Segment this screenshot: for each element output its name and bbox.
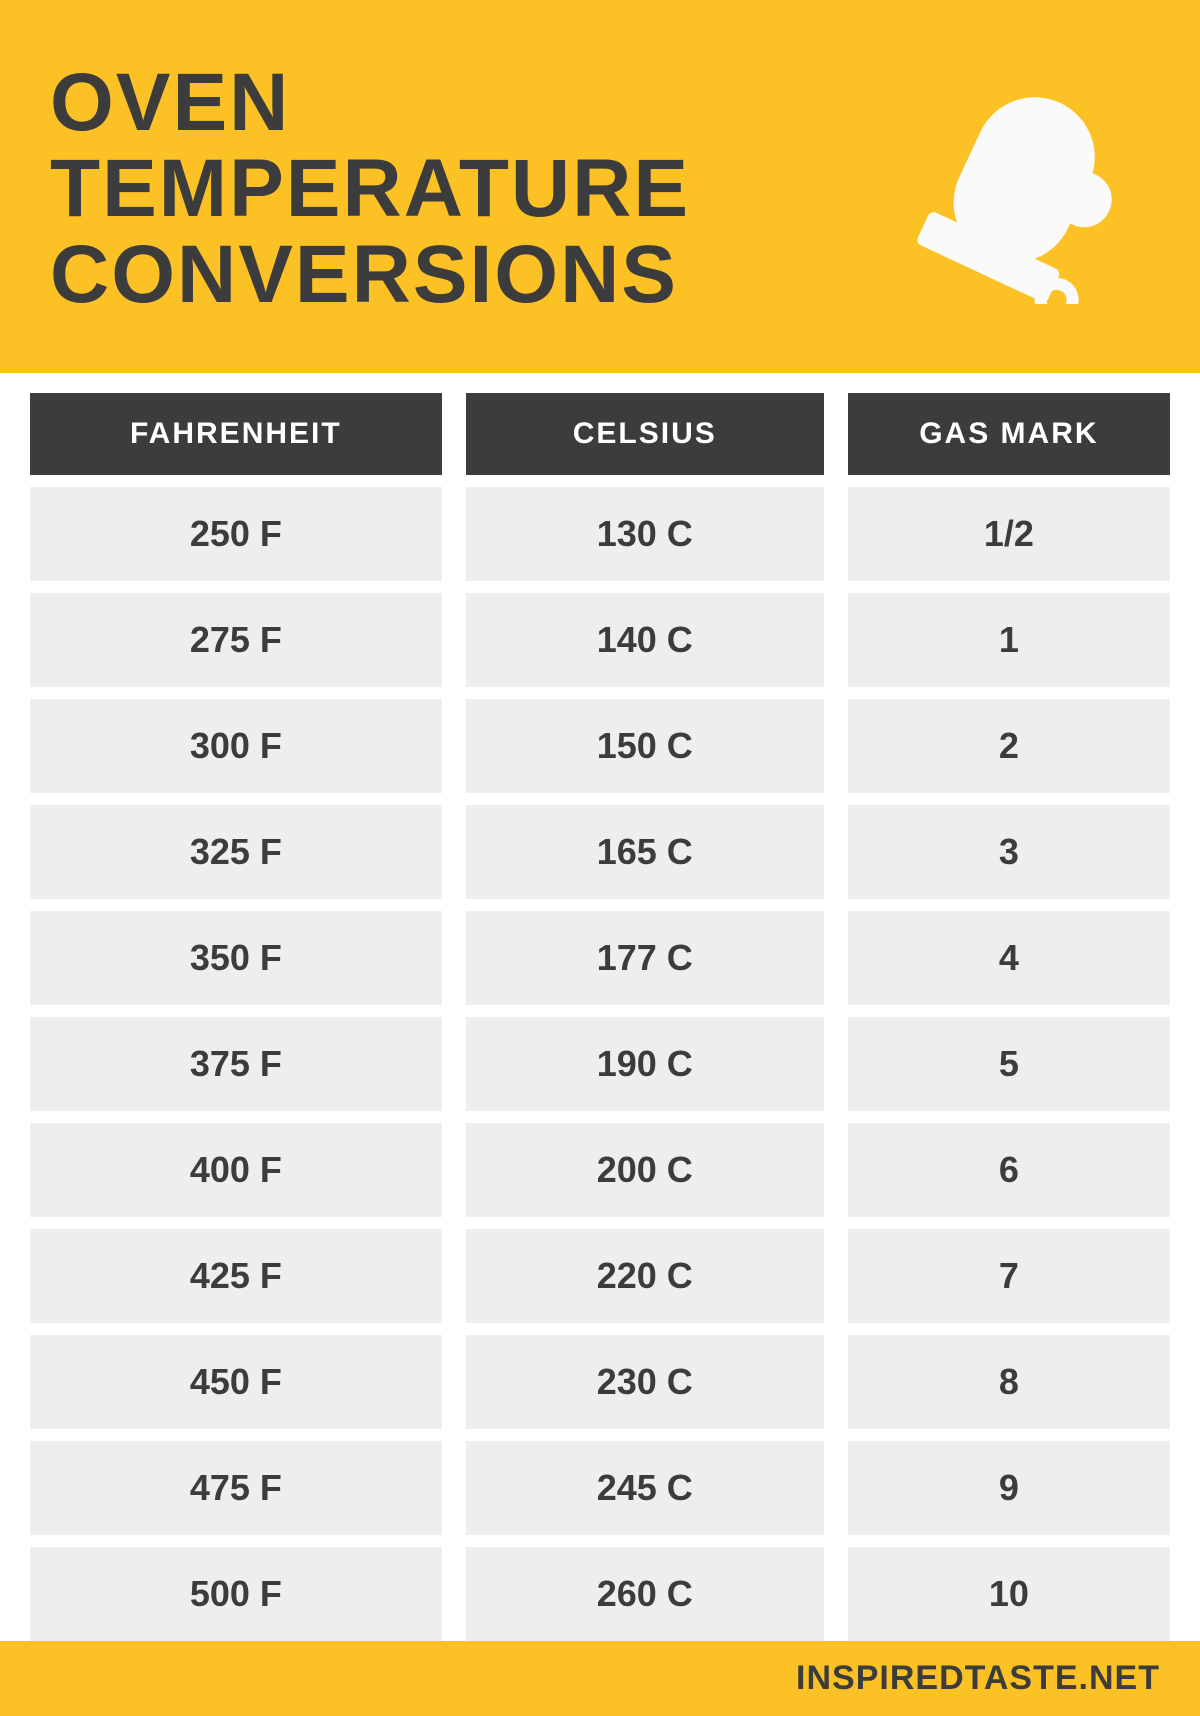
table-cell: 190 C [466,1017,824,1111]
footer-text: INSPIREDTASTE.NET [796,1659,1160,1697]
table-cell: 220 C [466,1229,824,1323]
table-cell: 200 C [466,1123,824,1217]
column-g: GAS MARK 1/2 1 2 3 4 5 6 7 8 9 10 [848,393,1170,1641]
table-cell: 325 F [30,805,442,899]
table-cell: 300 F [30,699,442,793]
header-banner: OVEN TEMPERATURE CONVERSIONS [0,0,1200,373]
table-cell: 5 [848,1017,1170,1111]
table-cell: 140 C [466,593,824,687]
table-cell: 400 F [30,1123,442,1217]
table-cell: 275 F [30,593,442,687]
table-cell: 8 [848,1335,1170,1429]
title-line-1: OVEN TEMPERATURE [50,60,890,232]
table-cell: 1/2 [848,487,1170,581]
title-line-2: CONVERSIONS [50,232,890,318]
table-cell: 260 C [466,1547,824,1641]
table-cell: 3 [848,805,1170,899]
table-cell: 1 [848,593,1170,687]
table-cell: 9 [848,1441,1170,1535]
column-c: CELSIUS 130 C 140 C 150 C 165 C 177 C 190 C 200… [466,393,824,1641]
column-f: FAHRENHEIT 250 F 275 F 300 F 325 F 350 F 375 F… [30,393,442,1641]
conversion-table: FAHRENHEIT 250 F 275 F 300 F 325 F 350 F 375 F… [0,373,1200,1641]
table-cell: 425 F [30,1229,442,1323]
column-header-f: FAHRENHEIT [30,393,442,475]
oven-mitt-icon [890,74,1150,304]
table-cell: 6 [848,1123,1170,1217]
column-header-c: CELSIUS [466,393,824,475]
table-cell: 230 C [466,1335,824,1429]
table-cell: 7 [848,1229,1170,1323]
page-title: OVEN TEMPERATURE CONVERSIONS [50,60,890,318]
table-cell: 245 C [466,1441,824,1535]
table-cell: 165 C [466,805,824,899]
table-cell: 450 F [30,1335,442,1429]
table-cell: 250 F [30,487,442,581]
table-cell: 2 [848,699,1170,793]
column-header-g: GAS MARK [848,393,1170,475]
footer-credit: INSPIREDTASTE.NET [0,1641,1200,1716]
table-cell: 4 [848,911,1170,1005]
table-cell: 350 F [30,911,442,1005]
table-cell: 150 C [466,699,824,793]
table-cell: 500 F [30,1547,442,1641]
table-cell: 10 [848,1547,1170,1641]
table-cell: 475 F [30,1441,442,1535]
table-cell: 375 F [30,1017,442,1111]
table-cell: 130 C [466,487,824,581]
table-cell: 177 C [466,911,824,1005]
